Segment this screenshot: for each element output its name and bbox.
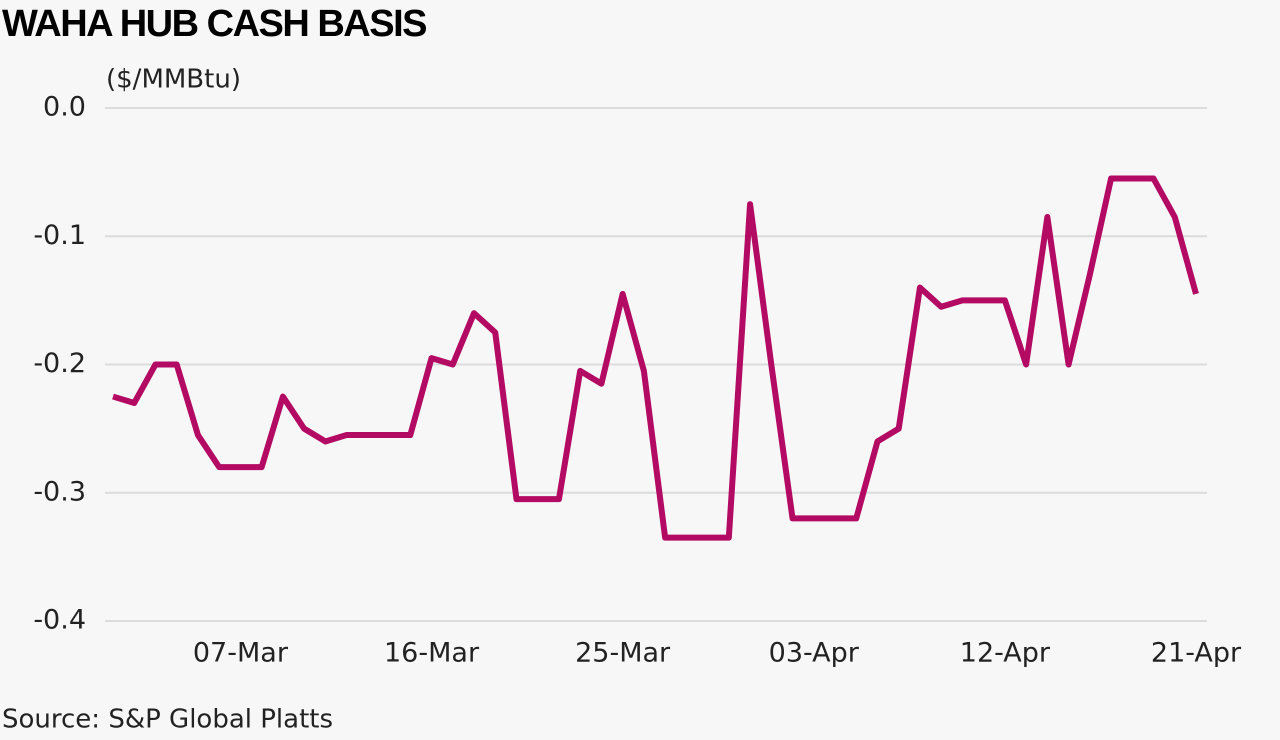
y-axis-label: ($/MMBtu) bbox=[106, 65, 241, 95]
x-tick-label: 16-Mar bbox=[384, 638, 480, 669]
x-tick-label: 21-Apr bbox=[1151, 638, 1242, 669]
data-line bbox=[112, 175, 1199, 541]
x-tick-label: 25-Mar bbox=[575, 638, 671, 669]
y-tick-label: -0.1 bbox=[33, 220, 86, 251]
x-tick-label: 12-Apr bbox=[960, 638, 1051, 669]
y-tick-label: -0.3 bbox=[33, 476, 86, 507]
y-tick-label: 0.0 bbox=[43, 92, 86, 123]
x-tick-label: 03-Apr bbox=[769, 638, 860, 669]
x-tick-label: 07-Mar bbox=[193, 638, 289, 669]
y-tick-label: -0.2 bbox=[33, 348, 86, 379]
chart-title: WAHA HUB CASH BASIS bbox=[2, 3, 426, 45]
y-tick-label: -0.4 bbox=[33, 605, 86, 636]
source: Source: S&P Global Platts bbox=[2, 705, 333, 735]
